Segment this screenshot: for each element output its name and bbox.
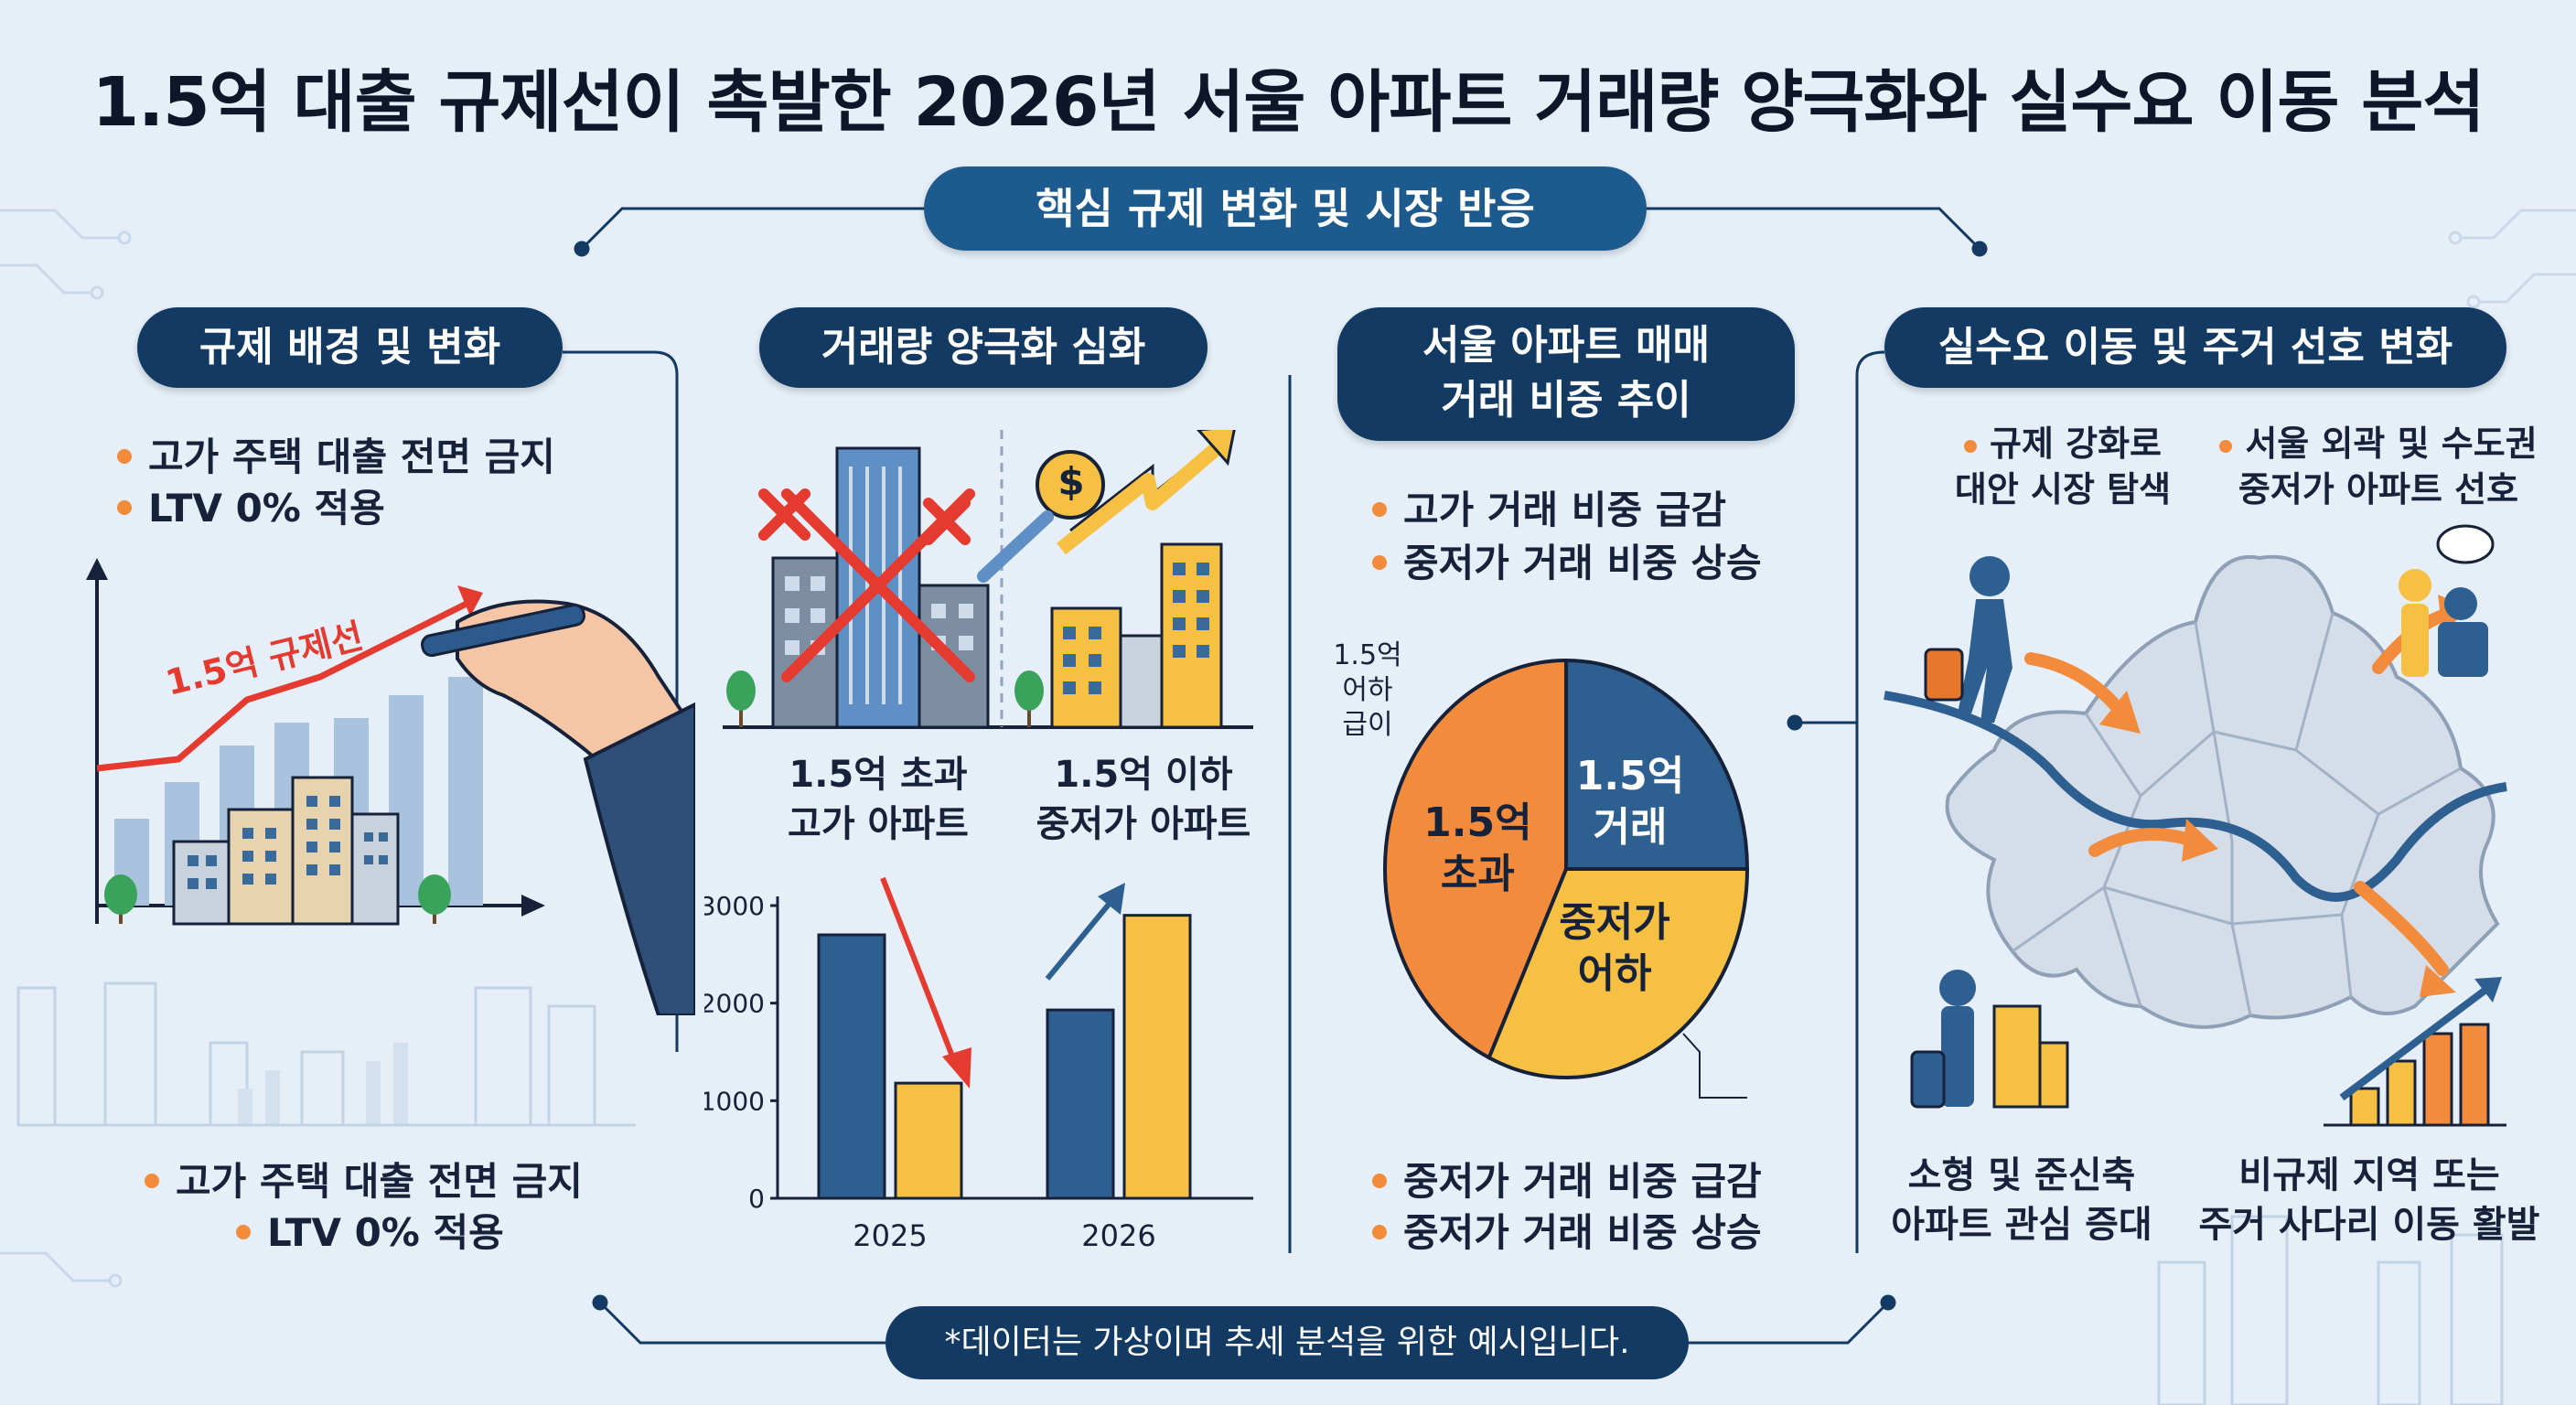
- panel1-bullet-top-1: 고가 주택 대출 전면 금지: [117, 426, 555, 482]
- down-arrow-icon: [880, 876, 959, 1067]
- pen-icon: [421, 603, 585, 658]
- panel3-bullet-bottom-1: 중저가 거래 비중 급감: [1372, 1151, 1762, 1207]
- footnote: *데이터는 가상이며 추세 분석을 위한 예시입니다.: [886, 1306, 1689, 1379]
- bar-2026-series-1: [1046, 1008, 1115, 1200]
- bar-category-label: 2025: [853, 1218, 927, 1253]
- bar-category-label: 2026: [1081, 1218, 1155, 1253]
- bullet-dot: [117, 499, 132, 515]
- pie-slice-3: [1487, 867, 1750, 1079]
- bullet-dot: [236, 1224, 251, 1239]
- bar-2026-series-2: [1122, 914, 1192, 1200]
- pie-side-label: 1.5억 어하 급이: [1333, 639, 1402, 741]
- panel3-header: 서울 아파트 매매 거래 비중 추이: [1337, 307, 1795, 441]
- panel4-header: 실수요 이동 및 주거 선호 변화: [1884, 307, 2506, 388]
- up-arrow-icon: [1045, 899, 1114, 981]
- panel4-point-4: 비규제 지역 또는 주거 사다리 이동 활발: [2198, 1154, 2540, 1246]
- up-arrowhead: [1098, 883, 1125, 915]
- bullet-dot: [117, 448, 132, 464]
- center-header: 핵심 규제 변화 및 시장 반응: [924, 166, 1647, 251]
- panel2-header: 거래량 양극화 심화: [759, 307, 1208, 388]
- bullet-dot: [1372, 1224, 1387, 1239]
- bar-tick-label: 3000: [704, 891, 765, 921]
- bar-tick-label: 1000: [704, 1086, 765, 1116]
- panel2-left-caption: 1.5억 초과 고가 아파트: [788, 754, 969, 845]
- panel2-right-caption: 1.5억 이하 중저가 아파트: [1036, 754, 1251, 845]
- panel4-point-3: 소형 및 준신축 아파트 관심 증대: [1891, 1154, 2152, 1246]
- panel1-header: 규제 배경 및 변화: [137, 307, 563, 388]
- panel1-illustration: [86, 558, 695, 1015]
- pie-chart: [1383, 658, 1750, 1099]
- bullet-dot: [1963, 439, 1977, 453]
- panel3-bullet-bottom-2: 중저가 거래 비중 상승: [1372, 1202, 1762, 1258]
- trend-line: [96, 600, 468, 772]
- coin-symbol: $: [1057, 459, 1085, 504]
- pie-label-1: 1.5억 초과: [1423, 799, 1532, 897]
- traveler-icon: [1924, 556, 2012, 723]
- bar-tick-label: 2000: [704, 989, 765, 1019]
- pie-slice-2: [1564, 658, 1750, 871]
- bullet-dot: [1372, 554, 1387, 570]
- bullet-dot: [2219, 439, 2233, 453]
- panel4-point-2: 서울 외곽 및 수도권 중저가 아파트 선호: [2195, 421, 2561, 512]
- panel1-bullet-bottom-1: 고가 주택 대출 전면 금지: [145, 1151, 583, 1207]
- panel4-point-1: 규제 강화로 대안 시장 탐색: [1954, 424, 2172, 509]
- pie-leader-line: [1682, 1033, 1747, 1099]
- panel3-bullet-top-2: 중저가 거래 비중 상승: [1372, 532, 1762, 588]
- coin-icon: [1036, 450, 1105, 520]
- panel1-bullet-bottom-2: LTV 0% 적용: [236, 1202, 504, 1258]
- river-line: [1884, 691, 2507, 902]
- bullet-dot: [1372, 1173, 1387, 1188]
- pie-label-3: 중저가 어하: [1559, 898, 1670, 997]
- rising-bars-icon: [2349, 1023, 2490, 1127]
- panel1-bullet-top-2: LTV 0% 적용: [117, 477, 385, 533]
- bullet-dot: [145, 1173, 159, 1188]
- panel2-illustration: [723, 430, 1253, 729]
- bullet-dot: [1372, 501, 1387, 517]
- bar-chart: 0 1000 2000 3000 2025 2026: [704, 876, 1253, 1253]
- bar-tick-label: 0: [748, 1184, 765, 1214]
- down-arrowhead: [942, 1047, 971, 1089]
- pie-label-2: 1.5억 거래: [1575, 753, 1685, 852]
- people-thinking-icon: [2399, 524, 2495, 677]
- panel3-bullet-top-1: 고가 거래 비중 급감: [1372, 479, 1726, 535]
- bar-2025-series-2: [894, 1081, 963, 1200]
- panel4-map-illustration: [1884, 524, 2507, 1127]
- bar-2025-series-1: [817, 933, 886, 1200]
- cross-mark-icon: [758, 488, 975, 682]
- page-title: 1.5억 대출 규제선이 촉발한 2026년 서울 아파트 거래량 양극화와 실…: [91, 63, 2485, 142]
- traveler-buildings-icon: [1910, 970, 2069, 1109]
- pie-slice-1: [1383, 658, 1568, 1061]
